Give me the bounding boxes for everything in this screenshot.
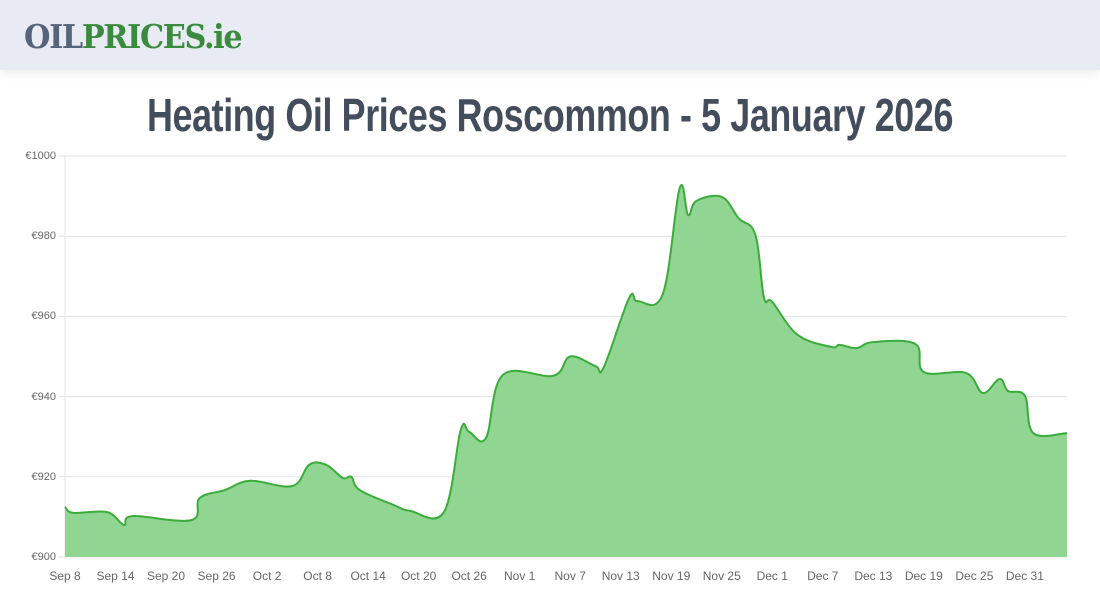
x-axis-label: Dec 1: [756, 569, 788, 583]
y-axis-label: €960: [31, 310, 56, 323]
x-axis-label: Sep 8: [49, 569, 81, 583]
price-line: [64, 184, 1068, 526]
page-title: Heating Oil Prices Roscommon - 5 January…: [146, 89, 954, 141]
logo-oil-text: OIL: [24, 17, 83, 56]
x-axis-label: Sep 26: [197, 569, 236, 583]
x-axis-label: Dec 31: [1005, 569, 1044, 583]
x-axis-label: Nov 25: [702, 569, 741, 583]
price-area-fill: [65, 184, 1067, 557]
x-axis-label: Dec 19: [904, 569, 943, 583]
x-axis-label: Oct 8: [303, 569, 332, 583]
y-axis-label: €980: [31, 230, 56, 243]
x-axis-label: Oct 20: [400, 569, 437, 583]
y-axis-label: €940: [31, 390, 56, 403]
price-chart: €900 €920 €940 €960 €980 €1000 Sep 8 Sep 14 Sep …: [0, 140, 1100, 600]
y-axis-label: €1000: [25, 150, 56, 162]
x-axis-label: Dec 13: [854, 569, 893, 583]
x-axis-label: Oct 26: [451, 569, 487, 583]
x-axis-label: Oct 14: [350, 569, 386, 583]
logo-prices-text: PRICES.ie: [81, 17, 243, 56]
chart-plot-area: [58, 155, 1068, 558]
y-axis-label: €920: [31, 470, 56, 483]
x-axis-label: Nov 7: [554, 569, 586, 583]
x-axis-label: Dec 7: [807, 569, 839, 583]
x-axis-label: Sep 20: [147, 569, 186, 583]
x-axis-label: Nov 1: [504, 569, 536, 583]
site-logo[interactable]: OILPRICES.ie: [24, 17, 243, 57]
y-axis-label: €900: [31, 551, 56, 563]
x-axis-label: Nov 13: [601, 569, 640, 583]
site-header: OILPRICES.ie: [0, 0, 1100, 70]
x-axis-label: Nov 19: [652, 569, 691, 583]
x-axis-label: Dec 25: [955, 569, 994, 583]
x-axis-label: Oct 2: [252, 569, 282, 583]
x-axis-label: Sep 14: [96, 569, 135, 583]
